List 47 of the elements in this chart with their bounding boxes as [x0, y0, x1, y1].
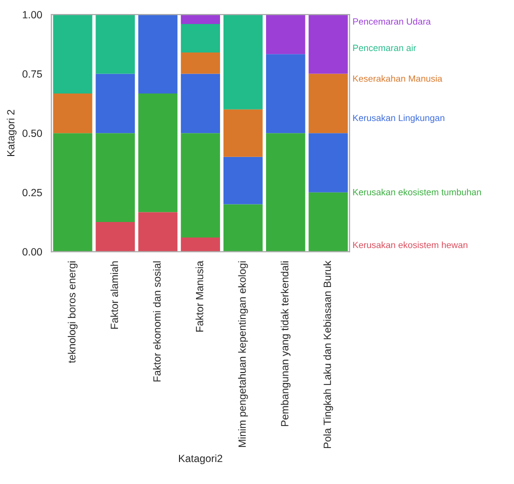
bar	[180, 52, 220, 74]
x-tick-label: Faktor alamiah	[110, 261, 118, 329]
bar	[53, 93, 92, 134]
x-tick-label: Pola Tingkah Laku dan Kebiasaan Buruk	[323, 260, 334, 448]
bar	[308, 74, 348, 134]
bar	[138, 93, 178, 212]
bar	[266, 14, 306, 54]
bar	[180, 237, 220, 252]
bar	[266, 54, 306, 134]
x-tick-label: Minim pengetahuan kepentingan ekologi	[238, 261, 248, 447]
bar	[308, 133, 348, 192]
x-tick-label: teknologi boros energi	[68, 261, 78, 364]
y-tick-label: 0.50	[22, 130, 42, 137]
x-tick-label: Faktor ekonomi dan sosial	[153, 261, 161, 382]
y-axis-title: Katagori 2	[6, 110, 17, 156]
bar	[96, 222, 135, 252]
bar	[180, 14, 220, 24]
bar	[96, 133, 135, 222]
y-tick-label: 0.75	[22, 70, 42, 78]
y-tick-label: 0.00	[22, 248, 42, 256]
bar	[308, 192, 348, 252]
bar	[96, 14, 135, 74]
text: Pencemaran air	[353, 44, 416, 52]
x-tick-label: Pembangunan yang tidak terkendali	[280, 261, 290, 426]
bar	[138, 14, 178, 94]
bar	[223, 14, 263, 110]
bar	[266, 133, 306, 252]
bar	[223, 204, 263, 252]
bar	[223, 109, 263, 157]
text: Kerusakan ekosistem hewan	[353, 242, 468, 248]
bar	[138, 212, 178, 252]
bar	[53, 14, 92, 94]
bar	[96, 74, 135, 134]
bar	[180, 133, 220, 238]
y-tick-label: 0.25	[22, 188, 42, 196]
x-tick-label: Faktor Manusia	[196, 260, 204, 332]
bar	[180, 74, 220, 134]
bar	[223, 156, 263, 204]
series-label: Kerusakan ekosistem tumbuhan	[353, 188, 481, 196]
series-label: Pencemaran Udara	[353, 18, 431, 25]
bar	[180, 24, 220, 52]
bar	[53, 133, 92, 252]
series-label: Keserakahan Manusia	[353, 75, 442, 82]
series-label: Kerusakan Lingkungan	[353, 114, 444, 123]
y-tick-label: 1.00	[22, 11, 42, 18]
x-axis-title: Katagori2	[179, 454, 222, 464]
bar	[308, 14, 348, 74]
